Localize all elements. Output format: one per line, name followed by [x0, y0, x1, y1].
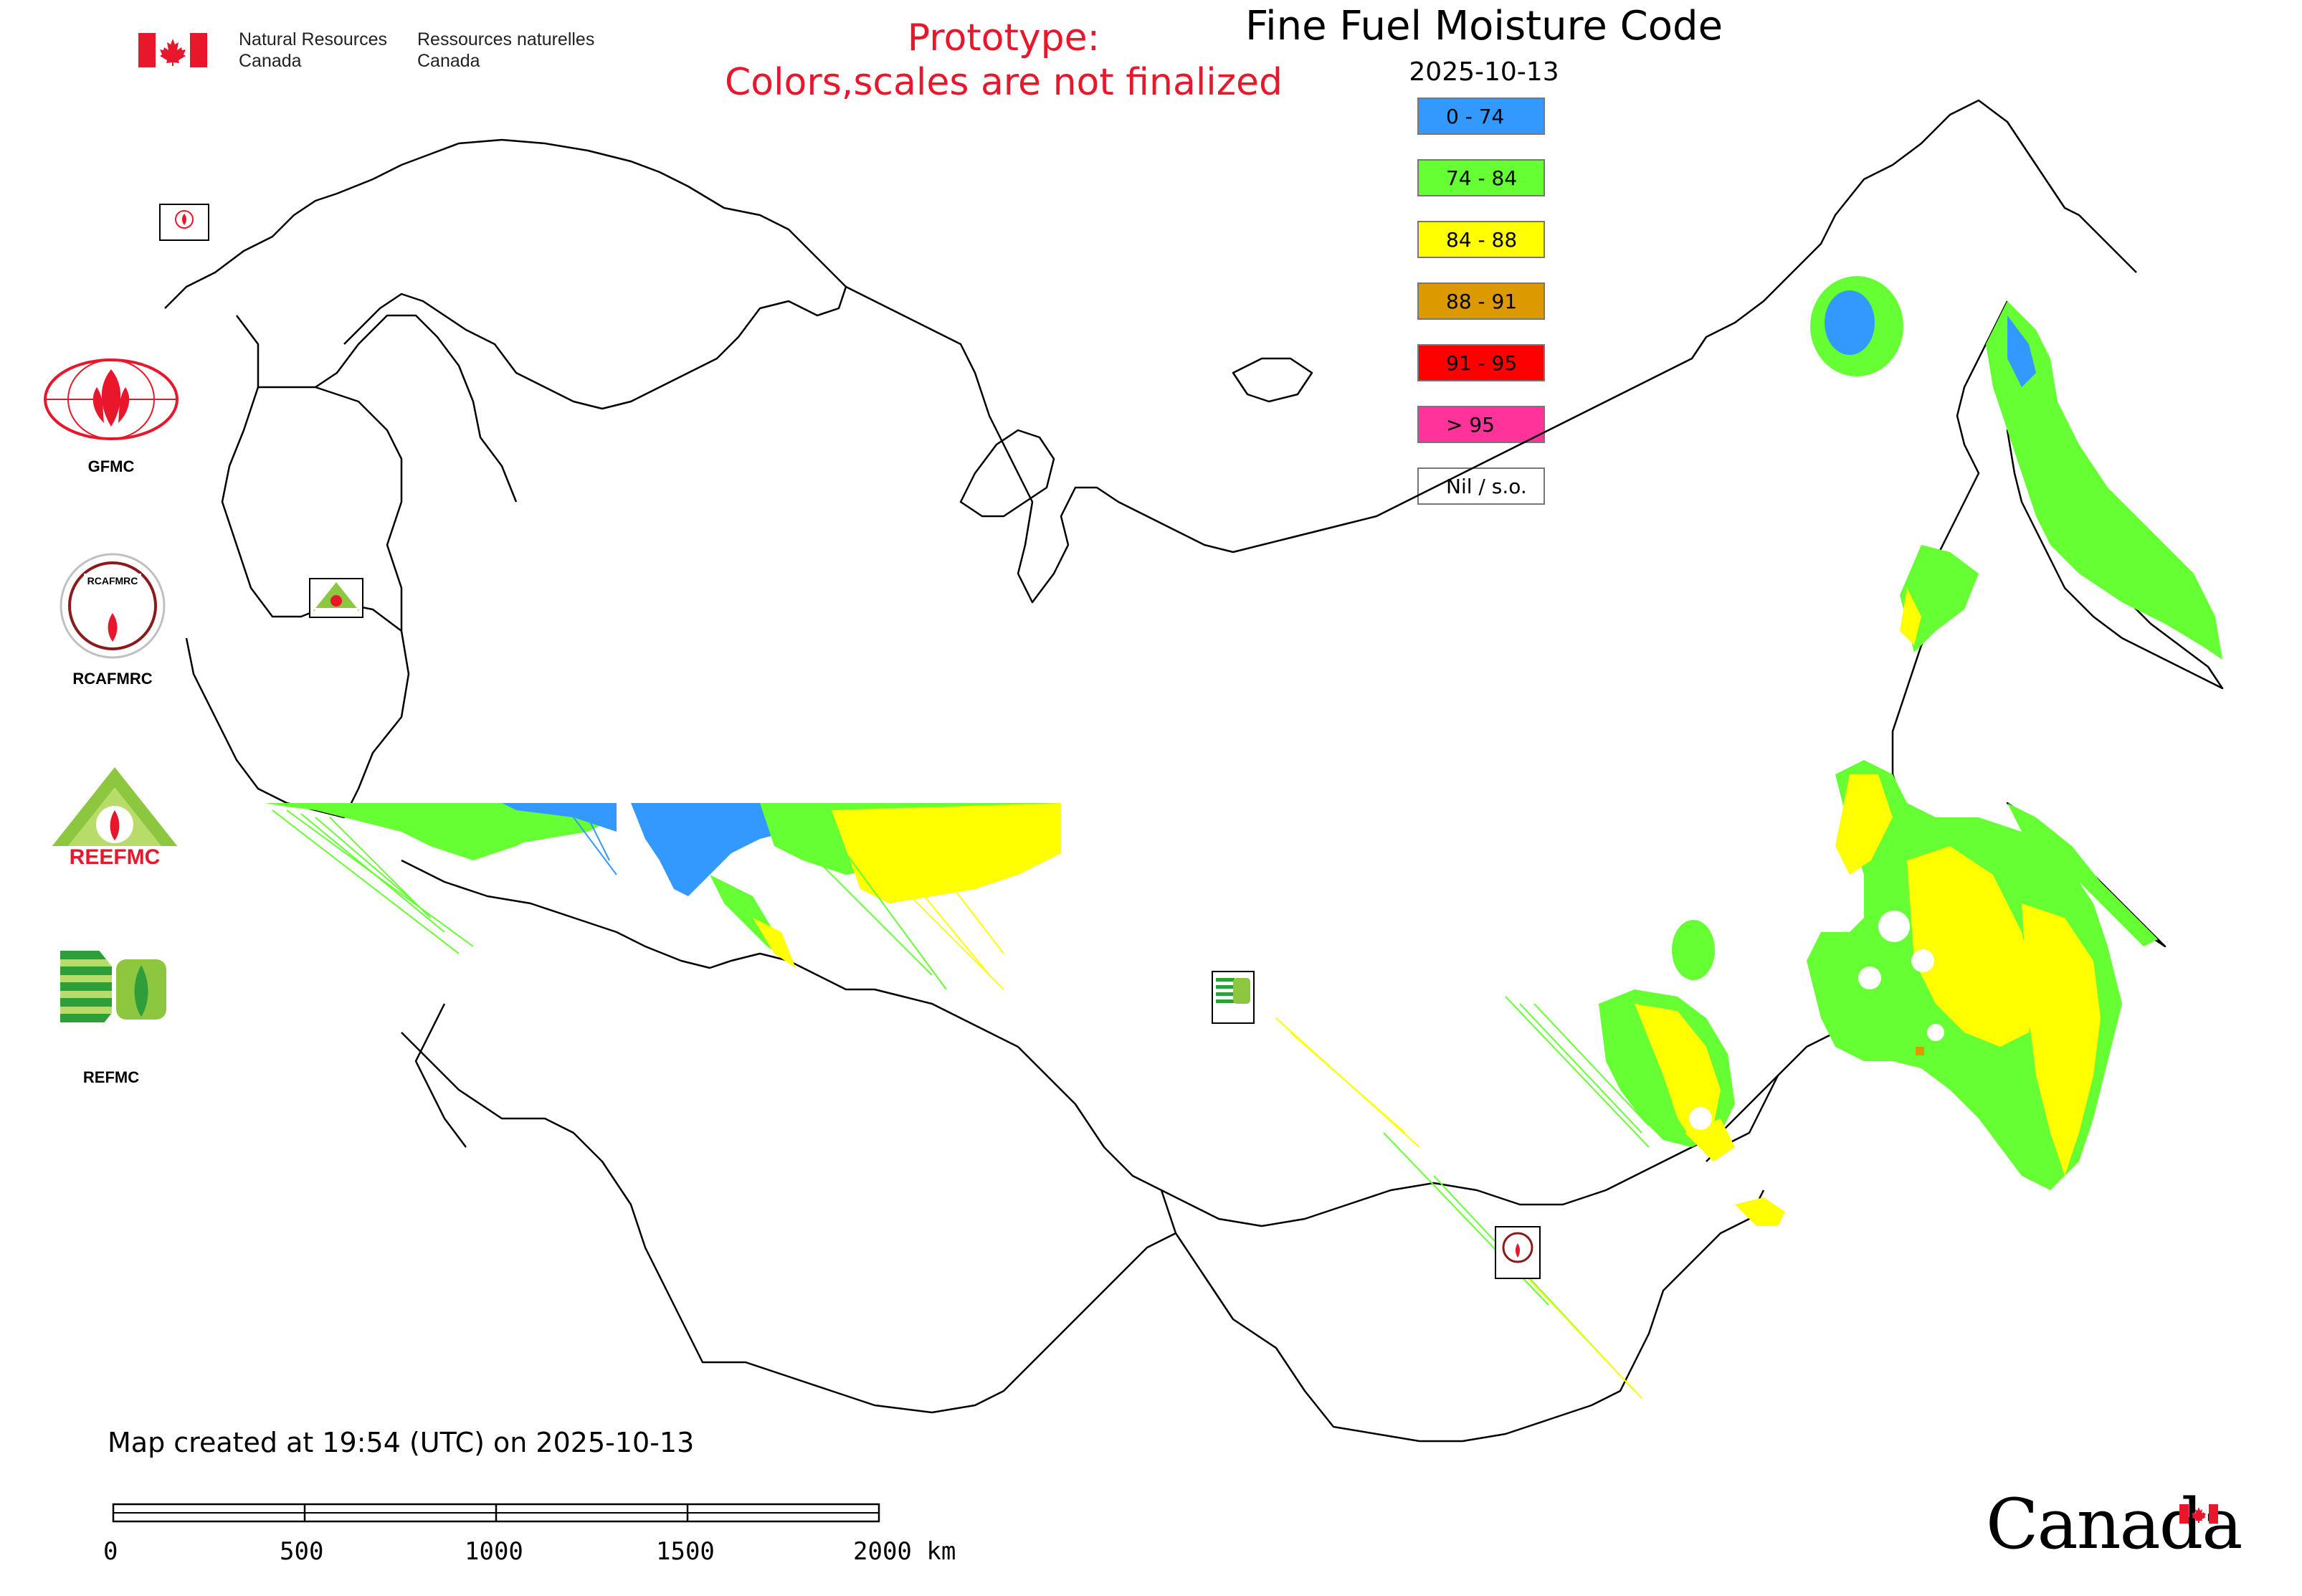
reefmc-logo: REEFMC	[39, 766, 190, 870]
rcafmrc-logo: RCAFMRC	[59, 552, 166, 660]
gfmc-label: GFMC	[87, 457, 135, 475]
legend-item: 84 - 88	[1417, 221, 1545, 258]
island-taymyr	[1232, 357, 1313, 403]
scale-bar	[112, 1503, 882, 1524]
rcafmrc-label: RCAFMRC	[72, 670, 153, 688]
reefmc-map-marker	[309, 578, 363, 618]
coastline-scandinavia	[164, 138, 847, 410]
rcafmrc-map-marker	[1495, 1226, 1541, 1279]
data-coverage-west	[265, 803, 617, 954]
border-europe-3	[315, 314, 518, 503]
legend: 0 - 74 74 - 84 84 - 88 88 - 91 91 - 95 >…	[1417, 98, 1546, 513]
border-europe	[185, 315, 410, 819]
legend-item: 74 - 84	[1417, 159, 1545, 196]
legend-item: > 95	[1417, 406, 1545, 443]
legend-item: 88 - 91	[1417, 282, 1545, 320]
map-date: 2025-10-13	[1409, 57, 1559, 87]
data-coverage-central	[631, 803, 1061, 990]
gfmc-small-logo	[159, 204, 209, 241]
scale-tick-500: 500	[280, 1537, 324, 1566]
department-name-english: Natural Resources Canada	[239, 29, 388, 71]
canada-wordmark-flag-icon	[2179, 1504, 2218, 1524]
map-created-timestamp: Map created at 19:54 (UTC) on 2025-10-13	[108, 1427, 695, 1458]
refmc-logo	[59, 945, 170, 1035]
prototype-notice: Prototype: Colors,scales are not finaliz…	[724, 16, 1283, 104]
scale-tick-0: 0	[103, 1537, 118, 1566]
department-name-french: Ressources naturelles Canada	[417, 29, 595, 71]
scale-tick-2000: 2000 km	[853, 1537, 956, 1566]
border-kazakhstan	[401, 1032, 1176, 1414]
data-coverage-far-east	[1505, 276, 2222, 1226]
border-southern	[401, 859, 1864, 1227]
canada-flag-icon	[138, 33, 207, 67]
scale-tick-1000: 1000	[465, 1537, 523, 1566]
legend-item: 91 - 95	[1417, 344, 1545, 381]
refmc-label: REFMC	[82, 1068, 140, 1086]
border-mongolia	[1160, 1189, 1765, 1443]
border-central-asia	[414, 1003, 467, 1148]
canada-wordmark: Canada	[1986, 1484, 2242, 1564]
svg-text:REEFMC: REEFMC	[70, 845, 161, 869]
gfmc-logo	[39, 358, 183, 441]
legend-item: 0 - 74	[1417, 98, 1545, 135]
scale-tick-1500: 1500	[656, 1537, 715, 1566]
svg-text:RCAFMRC: RCAFMRC	[87, 575, 138, 586]
coastline-arctic	[845, 99, 2137, 604]
island-novaya-zemlya	[959, 429, 1055, 518]
refmc-map-marker	[1212, 971, 1255, 1024]
map-title: Fine Fuel Moisture Code	[1245, 3, 1723, 49]
border-europe-2	[258, 386, 403, 631]
